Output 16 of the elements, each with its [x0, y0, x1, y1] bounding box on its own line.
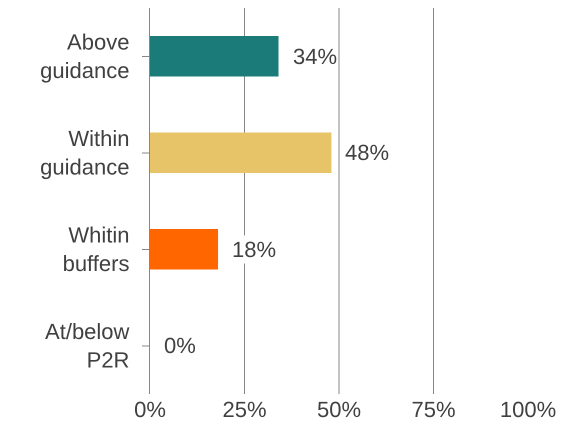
- x-tick-label: 75%: [411, 397, 456, 422]
- x-tick-label: 0%: [134, 397, 166, 422]
- x-tick-label: 100%: [500, 397, 556, 422]
- data-label: 18%: [232, 237, 276, 262]
- data-label: 48%: [345, 140, 390, 165]
- bar: [150, 132, 332, 174]
- x-tick-label: 25%: [222, 397, 267, 422]
- y-tick-label: At/below P2R: [45, 319, 130, 373]
- data-label: 0%: [164, 333, 196, 358]
- y-tick-label: Above guidance: [40, 30, 130, 84]
- bar: [150, 36, 279, 77]
- data-label: 34%: [293, 44, 338, 69]
- y-tick-label: Within guidance: [40, 126, 130, 180]
- bar: [150, 228, 218, 270]
- x-tick-label: 50%: [316, 397, 362, 422]
- y-tick-label: Whitin buffers: [62, 222, 130, 276]
